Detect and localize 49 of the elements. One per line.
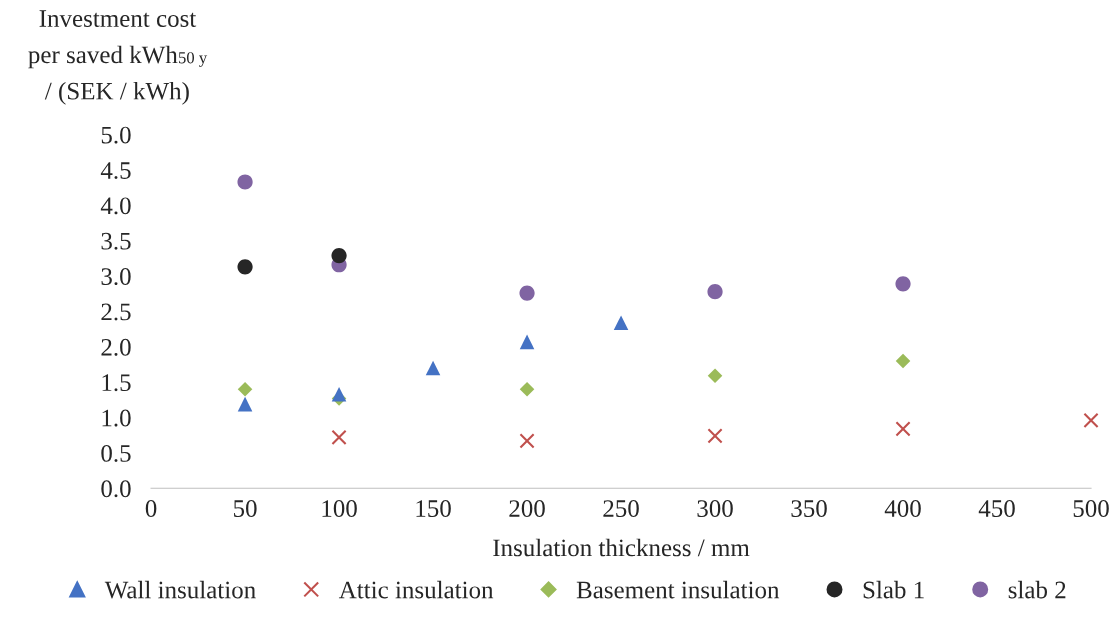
y-tick-label: 3.5 xyxy=(101,232,131,250)
y-tick-label: 5.0 xyxy=(101,126,131,144)
x-tick-label: 300 xyxy=(697,500,733,517)
y-tick-label: 1.5 xyxy=(102,374,131,392)
y-tick-label: 2.5 xyxy=(101,303,131,321)
point xyxy=(331,429,347,445)
y-tick-label: 3.0 xyxy=(101,268,131,286)
point xyxy=(707,428,723,444)
point xyxy=(707,284,723,300)
point xyxy=(237,259,253,275)
y-tick-label: 0.0 xyxy=(101,480,131,498)
y-tick-label: 0.5 xyxy=(101,444,131,462)
x-tick-label: 250 xyxy=(603,500,639,517)
x-tick-label: 400 xyxy=(884,500,921,517)
x-tick-label: 350 xyxy=(791,500,827,517)
y-tick-label: 4.0 xyxy=(100,197,131,215)
x-tick-label: 450 xyxy=(978,500,1015,517)
point xyxy=(237,396,253,412)
point xyxy=(707,368,723,384)
x-tick-label: 100 xyxy=(322,500,357,517)
y-tick-label: 2.0 xyxy=(101,338,131,356)
legend-label: slab 2 xyxy=(1008,580,1066,599)
point xyxy=(613,315,629,331)
point xyxy=(895,276,911,292)
y-tick-label: 4.5 xyxy=(100,162,131,179)
point xyxy=(1083,412,1099,428)
legend-label: Basement insulation xyxy=(576,580,780,599)
x-tick-label: 150 xyxy=(416,500,451,517)
point xyxy=(895,353,911,369)
y-tick-label: 1.0 xyxy=(102,409,131,427)
x-tick-label: 0 xyxy=(145,500,157,517)
y-axis-title: Investment cost per saved kWh50 y / (SEK / kWh) xyxy=(28,10,208,105)
legend-label: Wall insulation xyxy=(104,580,256,599)
point xyxy=(519,334,535,350)
x-tick-label: 500 xyxy=(1073,500,1109,517)
point xyxy=(331,386,347,402)
point xyxy=(425,360,441,376)
point xyxy=(237,381,253,397)
x-axis-title: Insulation thickness / mm xyxy=(493,538,750,557)
legend-label: Attic insulation xyxy=(338,580,494,599)
point xyxy=(519,285,535,301)
point xyxy=(237,174,253,190)
legend-label: Slab 1 xyxy=(863,580,924,599)
point xyxy=(895,421,911,437)
point xyxy=(519,433,535,449)
point xyxy=(519,381,535,397)
point xyxy=(331,247,347,264)
x-tick-label: 200 xyxy=(509,500,545,517)
x-tick-label: 50 xyxy=(234,500,257,517)
